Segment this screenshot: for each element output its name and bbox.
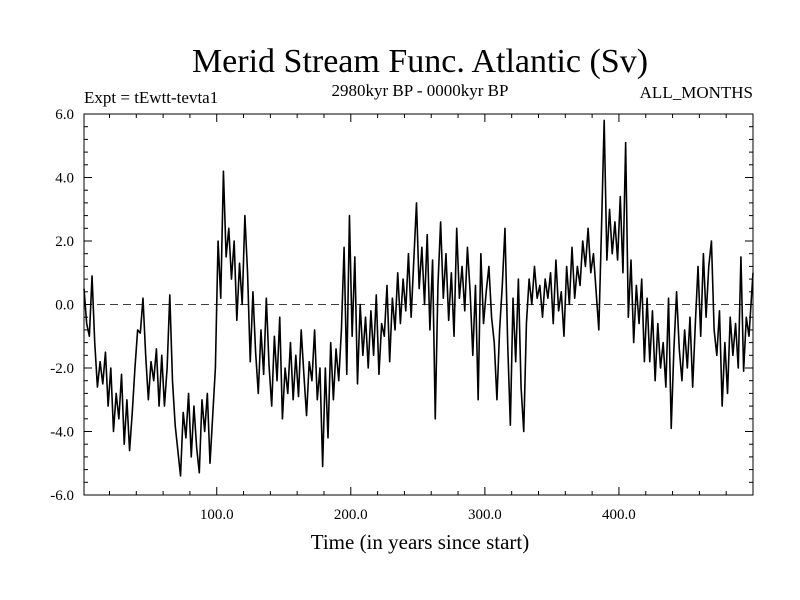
x-tick-label: 300.0 — [468, 507, 502, 523]
y-axis: 6.0 4.0 2.0 0.0 -2.0 -4.0 -6.0 — [50, 107, 753, 504]
plot-frame — [83, 113, 754, 496]
experiment-label: Expt = tEwtt-tevta1 — [84, 88, 218, 107]
x-tick-label: 400.0 — [602, 507, 636, 523]
y-tick-label: -4.0 — [50, 425, 74, 441]
data-series-line — [83, 119, 754, 477]
months-label: ALL_MONTHS — [640, 83, 753, 102]
y-tick-label: -2.0 — [50, 361, 74, 377]
chart-title: Merid Stream Func. Atlantic (Sv) — [192, 43, 648, 80]
time-range-label: 2980kyr BP - 0000kyr BP — [332, 81, 509, 100]
y-tick-label: 6.0 — [55, 107, 74, 123]
y-tick-label: -6.0 — [50, 488, 74, 504]
y-tick-label: 4.0 — [55, 171, 74, 187]
x-tick-label: 100.0 — [200, 507, 234, 523]
y-tick-label: 2.0 — [55, 234, 74, 250]
x-axis-label: Time (in years since start) — [311, 530, 530, 554]
x-tick-label: 200.0 — [334, 507, 368, 523]
x-axis: 100.0 200.0 300.0 400.0 — [108, 114, 727, 523]
y-tick-label: 0.0 — [55, 298, 74, 314]
